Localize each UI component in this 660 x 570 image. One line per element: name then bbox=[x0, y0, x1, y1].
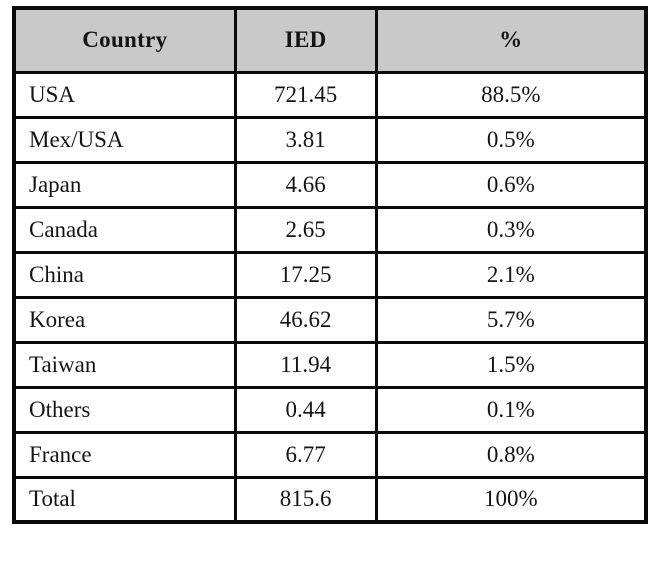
cell-country: Total bbox=[12, 475, 237, 524]
cell-ied: 2.65 bbox=[233, 205, 378, 254]
cell-ied: 721.45 bbox=[233, 70, 378, 119]
cell-ied: 815.6 bbox=[233, 475, 378, 524]
cell-pct: 1.5% bbox=[374, 340, 648, 389]
cell-country: Japan bbox=[12, 160, 237, 209]
cell-country: Canada bbox=[12, 205, 237, 254]
cell-country: Korea bbox=[12, 295, 237, 344]
country-ied-table: Country IED % USA 721.45 88.5% Mex/USA 3.81 0… bbox=[12, 6, 648, 524]
column-header-country: Country bbox=[12, 6, 237, 74]
cell-pct: 0.3% bbox=[374, 205, 648, 254]
table-body: USA 721.45 88.5% Mex/USA 3.81 0.5% Japan 4.66 0.… bbox=[12, 70, 648, 524]
cell-country: China bbox=[12, 250, 237, 299]
cell-ied: 46.62 bbox=[233, 295, 378, 344]
cell-pct: 88.5% bbox=[374, 70, 648, 119]
cell-ied: 6.77 bbox=[233, 430, 378, 479]
cell-country: France bbox=[12, 430, 237, 479]
cell-pct: 5.7% bbox=[374, 295, 648, 344]
table-row: Others 0.44 0.1% bbox=[12, 385, 648, 434]
cell-ied: 11.94 bbox=[233, 340, 378, 389]
cell-ied: 3.81 bbox=[233, 115, 378, 164]
cell-pct: 0.8% bbox=[374, 430, 648, 479]
cell-country: Taiwan bbox=[12, 340, 237, 389]
cell-ied: 4.66 bbox=[233, 160, 378, 209]
table-header-row: Country IED % bbox=[12, 6, 648, 74]
cell-pct: 100% bbox=[374, 475, 648, 524]
cell-pct: 0.1% bbox=[374, 385, 648, 434]
cell-ied: 0.44 bbox=[233, 385, 378, 434]
cell-ied: 17.25 bbox=[233, 250, 378, 299]
cell-country: Mex/USA bbox=[12, 115, 237, 164]
table-row: Japan 4.66 0.6% bbox=[12, 160, 648, 209]
table-row: Canada 2.65 0.3% bbox=[12, 205, 648, 254]
table-row: Mex/USA 3.81 0.5% bbox=[12, 115, 648, 164]
table-row: France 6.77 0.8% bbox=[12, 430, 648, 479]
cell-pct: 0.5% bbox=[374, 115, 648, 164]
cell-country: Others bbox=[12, 385, 237, 434]
table-row: USA 721.45 88.5% bbox=[12, 70, 648, 119]
table-row: Korea 46.62 5.7% bbox=[12, 295, 648, 344]
cell-country: USA bbox=[12, 70, 237, 119]
column-header-pct: % bbox=[374, 6, 648, 74]
cell-pct: 2.1% bbox=[374, 250, 648, 299]
table-row: Total 815.6 100% bbox=[12, 475, 648, 524]
cell-pct: 0.6% bbox=[374, 160, 648, 209]
column-header-ied: IED bbox=[233, 6, 378, 74]
table-row: China 17.25 2.1% bbox=[12, 250, 648, 299]
table-row: Taiwan 11.94 1.5% bbox=[12, 340, 648, 389]
